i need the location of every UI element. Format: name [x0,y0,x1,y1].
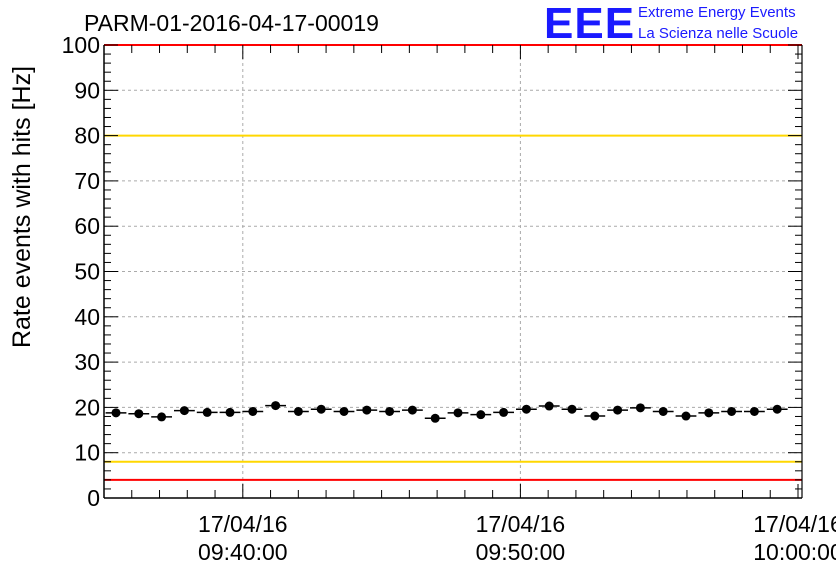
point-marker [704,408,714,418]
y-tick-label: 20 [74,394,100,420]
point-marker [453,408,463,418]
x-tick-label-date: 17/04/16 [753,511,836,537]
x-tick-label-time: 09:50:00 [476,539,566,565]
point-marker [613,405,623,415]
x-tick-label-date: 17/04/16 [476,511,566,537]
point-marker [225,407,235,417]
data-point [470,410,492,420]
point-marker [590,411,600,421]
data-point [242,406,264,416]
data-point [402,405,423,415]
point-marker [658,406,668,416]
y-tick-label: 30 [74,349,100,375]
x-axis: 17/04/1609:40:0017/04/1609:50:0017/04/16… [103,45,836,565]
y-tick-label: 80 [74,123,100,149]
point-marker [271,401,281,411]
point-marker [179,406,189,416]
data-point [630,403,651,413]
x-tick-label-time: 10:00:00 [753,539,836,565]
point-marker [202,407,212,417]
y-axis-label: Rate events with hits [Hz] [8,66,36,348]
data-point [698,408,720,418]
point-marker [635,403,645,413]
x-tick-label-time: 09:40:00 [198,539,288,565]
data-point [607,405,628,415]
y-tick-label: 50 [74,259,100,285]
data-point [265,401,286,411]
data-point [744,406,765,416]
data-point [356,405,378,415]
y-tick-label: 0 [87,485,100,511]
y-tick-label: 60 [74,213,100,239]
y-tick-label: 90 [74,77,100,103]
data-point [105,408,127,418]
logo-line-1: Extreme Energy Events [638,4,796,21]
y-tick-label: 10 [74,440,100,466]
data-point [766,404,788,414]
data-point [561,404,583,414]
logo-line-2: La Scienza nelle Scuole [638,25,799,42]
point-marker [567,404,577,414]
point-marker [316,404,326,414]
data-point [493,407,514,417]
data-point [288,406,309,416]
data-point [128,409,150,419]
data-point [675,411,697,421]
data-point [652,406,674,416]
data-point [516,404,537,414]
eee-logo: EEE Extreme Energy Events La Scienza nel… [544,2,834,46]
y-tick-label: 70 [74,168,100,194]
point-marker [339,406,349,416]
point-marker [293,406,303,416]
data-point [310,404,332,414]
eee-logo-mark: EEE [544,0,636,48]
data-point [379,406,400,416]
point-marker [521,404,531,414]
data-point [721,406,742,416]
data-point [424,413,446,423]
data-point [538,401,560,411]
point-marker [681,411,691,421]
point-marker [157,412,167,422]
grid-lines [104,45,802,498]
reference-lines [104,44,802,481]
point-marker [111,408,121,418]
point-marker [749,406,759,416]
data-point [196,407,218,417]
data-point [151,412,172,422]
x-tick-label-date: 17/04/16 [198,511,288,537]
data-points [105,401,788,423]
point-marker [362,405,372,415]
point-marker [430,413,440,423]
chart-title: PARM-01-2016-04-17-00019 [84,10,379,36]
data-point [584,411,606,421]
y-tick-label: 40 [74,304,100,330]
y-axis: 0 10 20 30 40 50 60 70 80 90 100 [62,32,802,511]
point-marker [772,404,782,414]
point-marker [385,406,395,416]
data-point [174,406,195,416]
point-marker [248,406,258,416]
y-tick-label: 100 [62,32,100,58]
point-marker [134,409,144,419]
point-marker [407,405,417,415]
data-point [447,408,469,418]
point-marker [544,401,554,411]
data-point [219,407,241,417]
point-marker [499,407,509,417]
point-marker [727,406,737,416]
point-marker [476,410,486,420]
data-point [333,406,355,416]
